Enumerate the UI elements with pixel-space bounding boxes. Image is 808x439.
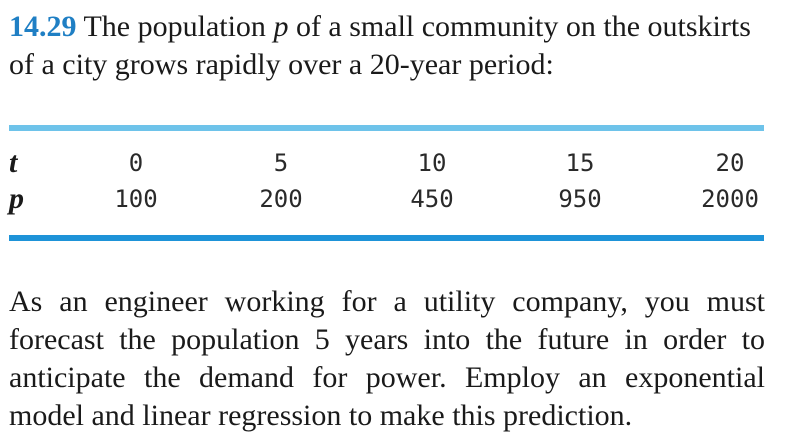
table-cell: 15 [565,149,595,177]
table-cell: 100 [114,185,158,213]
row-label-p: p [9,182,24,215]
table-cell: 5 [273,149,289,177]
table-cell: 20 [715,149,745,177]
table-top-rule [9,125,764,131]
table-cell: 450 [410,185,454,213]
row-label-t: t [9,146,18,179]
problem-statement: 14.29 The population p of a small commun… [9,8,769,84]
table-cell: 0 [128,149,144,177]
table-bottom-rule [9,235,764,241]
table-cell: 10 [417,149,447,177]
table-row-t: t 0 5 10 15 20 [9,145,769,181]
table-cell: 2000 [701,185,759,213]
instruction-paragraph: As an engineer working for a utility com… [9,285,765,432]
data-table: t 0 5 10 15 20 p 100 200 450 950 2000 [9,145,769,217]
problem-text-before: The population [83,10,266,43]
table-cell: 200 [259,185,303,213]
table-row-p: p 100 200 450 950 2000 [9,181,769,217]
problem-variable: p [273,10,289,43]
table-cell: 950 [558,185,602,213]
problem-text-after: of a small community on the outskirts of… [9,10,751,81]
problem-number: 14.29 [9,10,77,43]
